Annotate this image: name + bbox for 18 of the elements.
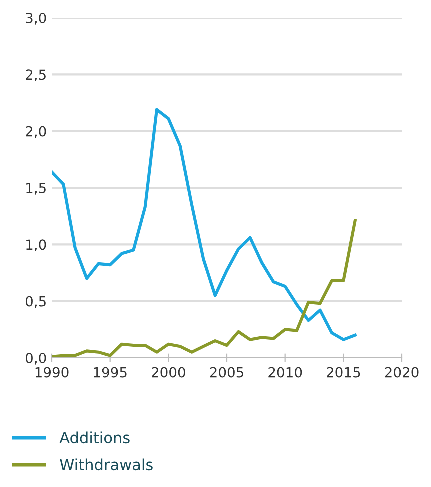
x-tick-label: 2010 bbox=[268, 367, 302, 378]
y-tick-label: 1,0 bbox=[26, 240, 46, 252]
line-series bbox=[52, 108, 357, 342]
line-series bbox=[52, 219, 357, 358]
x-tick-label: 1995 bbox=[94, 367, 127, 378]
y-tick-label: 1,5 bbox=[26, 183, 46, 195]
y-tick-label: 2,5 bbox=[26, 70, 46, 82]
x-tick-label: 1990 bbox=[36, 367, 69, 378]
legend-label: Withdrawals bbox=[60, 458, 153, 471]
x-tick-label: 2005 bbox=[210, 367, 244, 378]
x-tick-label: 2020 bbox=[385, 367, 419, 378]
y-tick-label: 0,5 bbox=[26, 296, 46, 308]
x-tick-label: 2000 bbox=[152, 367, 186, 378]
y-tick-label: 3,0 bbox=[26, 12, 46, 25]
x-tick-label: 2015 bbox=[327, 367, 360, 378]
legend-label: Additions bbox=[60, 432, 130, 444]
y-tick-label: 0,0 bbox=[26, 352, 46, 365]
y-tick-label: 2,0 bbox=[26, 126, 46, 138]
